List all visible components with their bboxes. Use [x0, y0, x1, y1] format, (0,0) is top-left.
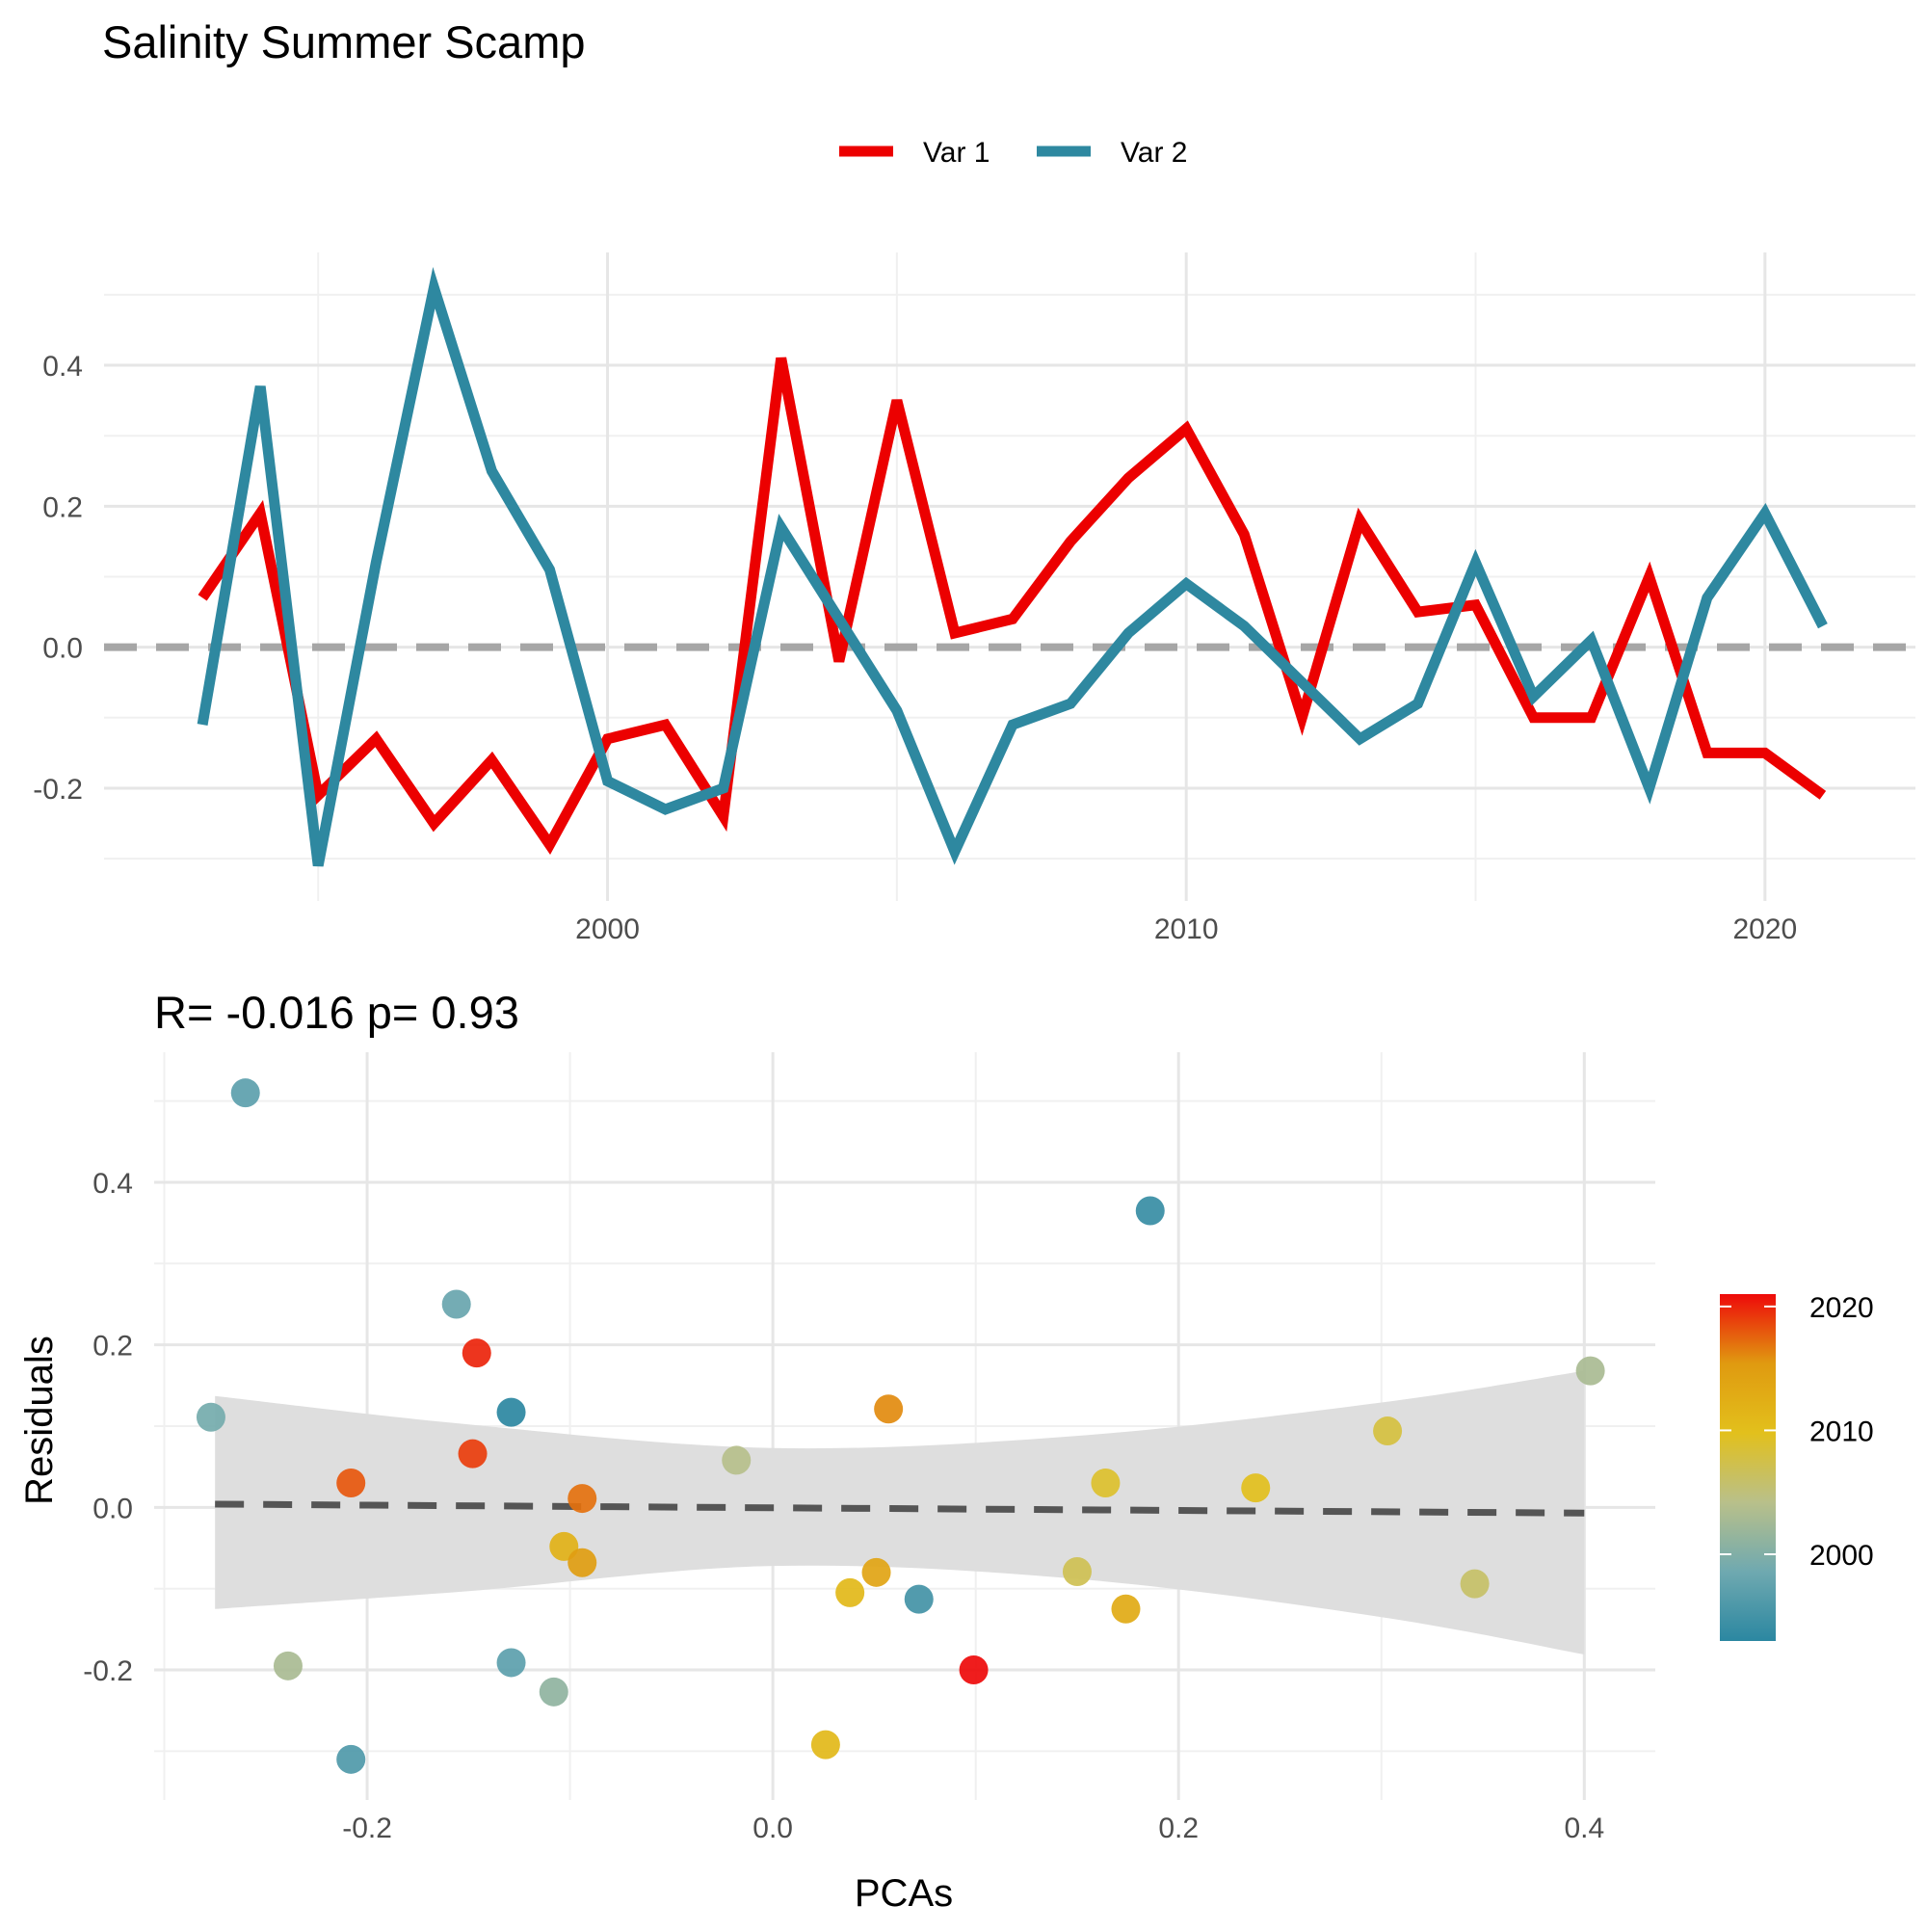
- y-tick-label: -0.2: [33, 774, 83, 806]
- scatter-point: [496, 1648, 526, 1678]
- y-tick-label: 0.0: [92, 1493, 133, 1524]
- x-tick-label: 0.4: [1564, 1813, 1604, 1844]
- scatter-point: [1135, 1196, 1165, 1226]
- scatter-point: [568, 1484, 597, 1514]
- year-color-legend: 2000 2010 2020: [1720, 1292, 1874, 1641]
- confidence-band: [215, 1370, 1585, 1654]
- scatter-point: [336, 1469, 366, 1498]
- scatter-point: [722, 1445, 752, 1475]
- scatter-point: [1373, 1416, 1403, 1446]
- scatter-point: [458, 1439, 488, 1469]
- x-tick-label: 0.2: [1158, 1813, 1199, 1844]
- scatter-point: [874, 1394, 904, 1424]
- scatter-point: [336, 1744, 366, 1774]
- time-series-y-ticks: -0.2 0.0 0.2 0.4: [33, 351, 83, 806]
- line-legend: Var 1 Var 2: [839, 137, 1187, 169]
- time-series-lines: [197, 266, 1828, 867]
- color-scale-tick-label: 2010: [1809, 1416, 1874, 1447]
- color-scale-bar: [1720, 1294, 1776, 1641]
- x-tick-label: -0.2: [342, 1813, 392, 1844]
- y-tick-label: -0.2: [83, 1655, 133, 1687]
- scatter-point: [1241, 1473, 1271, 1503]
- x-tick-label: 2010: [1154, 913, 1219, 945]
- series-line-var1: [198, 357, 1827, 855]
- scatter-point: [273, 1651, 303, 1681]
- scatter-x-ticks: -0.2 0.0 0.2 0.4: [342, 1813, 1604, 1844]
- x-tick-label: 2000: [575, 913, 640, 945]
- color-scale-tick-label: 2000: [1809, 1540, 1874, 1572]
- scatter-points: [196, 1078, 1605, 1774]
- scatter-point: [861, 1557, 891, 1587]
- scatter-point: [1111, 1594, 1141, 1624]
- series-line-var2: [197, 266, 1828, 867]
- scatter-point: [904, 1584, 934, 1614]
- x-axis-title: PCAs: [855, 1872, 953, 1915]
- correlation-subtitle: R= -0.016 p= 0.93: [154, 987, 519, 1038]
- scatter-point: [1575, 1356, 1605, 1386]
- scatter-point: [462, 1338, 491, 1368]
- color-scale-ticks: 2000 2010 2020: [1720, 1292, 1874, 1572]
- scatter-point: [959, 1655, 989, 1685]
- y-tick-label: 0.4: [92, 1168, 133, 1200]
- legend-label-var1: Var 1: [923, 137, 990, 169]
- y-tick-label: 0.0: [42, 633, 83, 665]
- chart-title: Salinity Summer Scamp: [102, 16, 586, 67]
- scatter-point: [441, 1289, 471, 1319]
- scatter-point: [568, 1548, 597, 1577]
- y-axis-title: Residuals: [18, 1336, 61, 1505]
- residuals-scatter-plot: -0.2 0.0 0.2 0.4 -0.2 0.0 0.2 0.4 PCAs Residua…: [18, 1052, 1655, 1915]
- scatter-point: [539, 1677, 568, 1707]
- time-series-plot: -0.2 0.0 0.2 0.4 2000 2010 2020: [33, 252, 1915, 945]
- y-tick-label: 0.4: [42, 351, 83, 383]
- time-series-x-ticks: 2000 2010 2020: [575, 913, 1797, 945]
- scatter-point: [196, 1402, 225, 1432]
- scatter-point: [835, 1577, 865, 1607]
- scatter-point: [1460, 1569, 1490, 1599]
- legend-label-var2: Var 2: [1121, 137, 1187, 169]
- scatter-point: [1091, 1469, 1121, 1498]
- x-tick-label: 2020: [1732, 913, 1797, 945]
- scatter-y-ticks: -0.2 0.0 0.2 0.4: [83, 1168, 133, 1687]
- color-scale-tick-label: 2020: [1809, 1292, 1874, 1324]
- y-tick-label: 0.2: [92, 1331, 133, 1363]
- y-tick-label: 0.2: [42, 491, 83, 523]
- regression-fit-line: [215, 1500, 1585, 1517]
- scatter-point: [810, 1730, 840, 1760]
- scatter-point: [230, 1078, 260, 1108]
- scatter-point: [496, 1397, 526, 1427]
- x-tick-label: 0.0: [752, 1813, 793, 1844]
- scatter-point: [1062, 1556, 1092, 1586]
